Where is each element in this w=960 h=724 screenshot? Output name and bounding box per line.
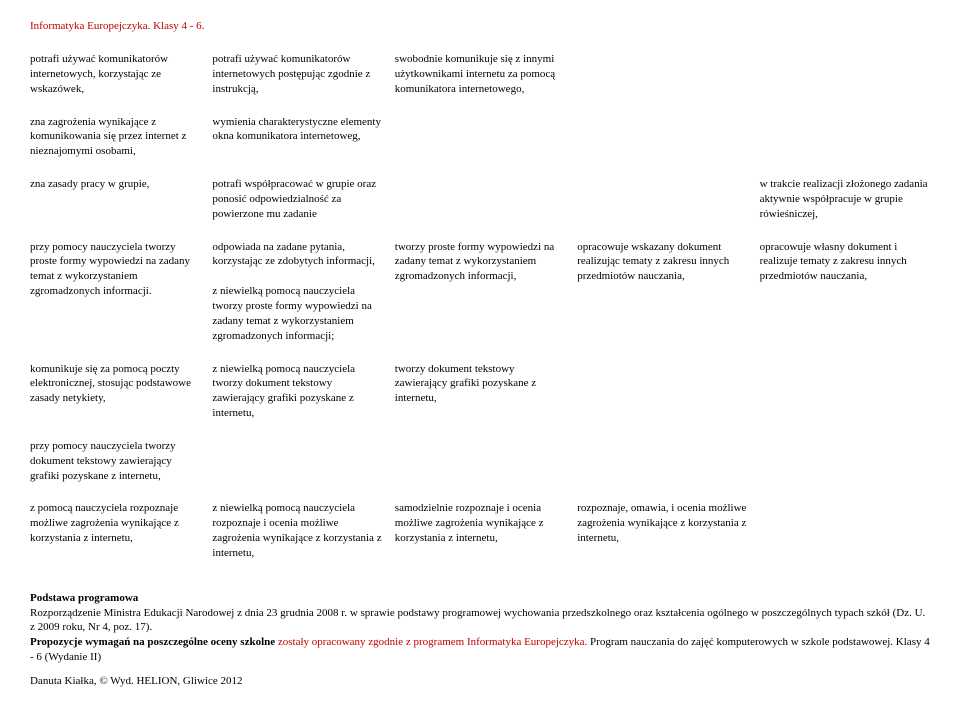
cell-r2c2: wymienia charakterystyczne elementy okna… bbox=[212, 115, 382, 160]
document-header: Informatyka Europejczyka. Klasy 4 - 6. bbox=[30, 20, 930, 32]
cell-r2c5 bbox=[760, 115, 930, 160]
cell-r5c3: tworzy dokument tekstowy zawierający gra… bbox=[395, 362, 565, 421]
content-grid: potrafi używać komunikatorów internetowy… bbox=[30, 52, 930, 561]
footnote-title: Podstawa programowa bbox=[30, 592, 138, 604]
cell-r6c1: przy pomocy nauczyciela tworzy dokument … bbox=[30, 439, 200, 484]
cell-r1c5 bbox=[760, 52, 930, 97]
cell-r1c2: potrafi używać komunikatorów internetowy… bbox=[212, 52, 382, 97]
cell-r3c2: potrafi współpracować w grupie oraz pono… bbox=[212, 177, 382, 222]
cell-r6c3 bbox=[395, 439, 565, 484]
cell-r6c2 bbox=[212, 439, 382, 484]
author-line: Danuta Kiałka, © Wyd. HELION, Gliwice 20… bbox=[30, 675, 930, 687]
cell-r5c5 bbox=[760, 362, 930, 421]
cell-r4c1: przy pomocy nauczyciela tworzy proste fo… bbox=[30, 240, 200, 344]
cell-r6c5 bbox=[760, 439, 930, 484]
cell-r2c4 bbox=[577, 115, 747, 160]
cell-r5c2: z niewielką pomocą nauczyciela tworzy do… bbox=[212, 362, 382, 421]
cell-r5c1: komunikuje się za pomocą poczty elektron… bbox=[30, 362, 200, 421]
cell-r3c1: zna zasady pracy w grupie, bbox=[30, 177, 200, 222]
cell-r2c3 bbox=[395, 115, 565, 160]
cell-r7c4: rozpoznaje, omawia, i ocenia możliwe zag… bbox=[577, 501, 747, 560]
cell-r7c5 bbox=[760, 501, 930, 560]
cell-r7c1: z pomocą nauczyciela rozpoznaje możliwe … bbox=[30, 501, 200, 560]
cell-r1c1: potrafi używać komunikatorów internetowy… bbox=[30, 52, 200, 97]
cell-r4c2: odpowiada na zadane pytania, korzystając… bbox=[212, 240, 382, 344]
cell-r4c4: opracowuje wskazany dokument realizując … bbox=[577, 240, 747, 344]
footnote-proposals-bold: Propozycje wymagań na poszczególne oceny… bbox=[30, 636, 278, 648]
cell-r5c4 bbox=[577, 362, 747, 421]
cell-r3c4 bbox=[577, 177, 747, 222]
cell-r7c2: z niewielką pomocą nauczyciela rozpoznaj… bbox=[212, 501, 382, 560]
cell-r3c3 bbox=[395, 177, 565, 222]
cell-r2c1: zna zagrożenia wynikające z komunikowani… bbox=[30, 115, 200, 160]
cell-r4c3: tworzy proste formy wypowiedzi na zadany… bbox=[395, 240, 565, 344]
cell-r6c4 bbox=[577, 439, 747, 484]
cell-r1c4 bbox=[577, 52, 747, 97]
footnote-regulation: Rozporządzenie Ministra Edukacji Narodow… bbox=[30, 606, 930, 636]
cell-r1c3: swobodnie komunikuje się z innymi użytko… bbox=[395, 52, 565, 97]
cell-r4c5: opracowuje własny dokument i realizuje t… bbox=[760, 240, 930, 344]
cell-r3c5: w trakcie realizacji złożonego zadania a… bbox=[760, 177, 930, 222]
cell-r7c3: samodzielnie rozpoznaje i ocenia możliwe… bbox=[395, 501, 565, 560]
footnote-block: Podstawa programowa Rozporządzenie Minis… bbox=[30, 591, 930, 665]
footnote-proposals-red: zostały opracowany zgodnie z programem I… bbox=[278, 636, 590, 648]
